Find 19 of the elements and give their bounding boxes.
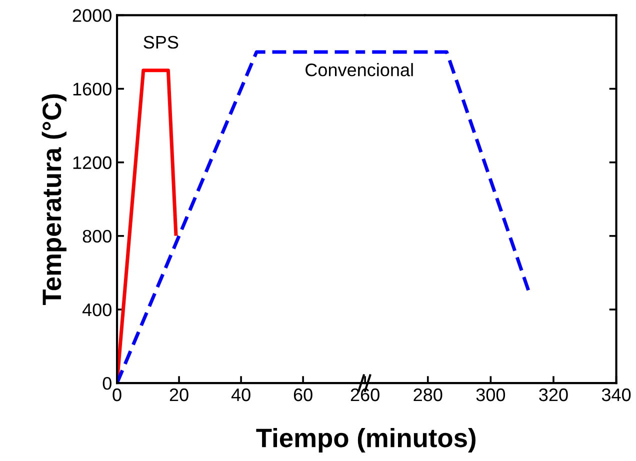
x-tick-label: 40 <box>231 388 250 402</box>
y-tick-label: 1200 <box>73 156 112 170</box>
y-tick-label: 800 <box>82 230 112 243</box>
annotation: Convencional <box>306 63 413 76</box>
x-tick-label: 20 <box>170 388 188 402</box>
x-tick-label: 340 <box>602 388 631 402</box>
y-tick-label: 2000 <box>72 9 112 22</box>
y-tick-label: 400 <box>82 303 112 316</box>
x-tick-label: 280 <box>414 388 442 402</box>
annotation: SPS <box>144 36 178 49</box>
y-axis-title: Temperatura (°C) <box>42 94 66 306</box>
x-tick-label: 0 <box>112 388 122 402</box>
y-tick-label: 0 <box>102 377 112 390</box>
x-tick-label: 320 <box>539 388 568 402</box>
x-tick-label: 260 <box>350 388 380 402</box>
y-tick-label: 1600 <box>73 82 112 96</box>
x-axis-title: Tiempo (minutos) <box>256 428 476 453</box>
x-tick-label: 300 <box>476 388 506 402</box>
x-tick-label: 60 <box>294 388 312 402</box>
